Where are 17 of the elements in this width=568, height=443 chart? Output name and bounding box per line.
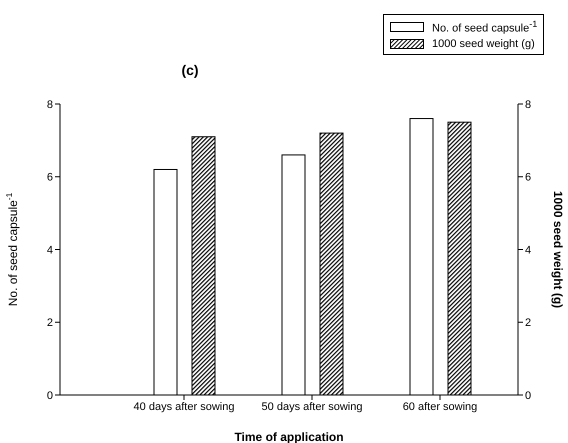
legend-label: 1000 seed weight (g) (432, 36, 535, 52)
y-tick-label: 8 (46, 98, 53, 111)
x-tick-label: 60 after sowing (402, 400, 478, 413)
legend-label: No. of seed capsule$^{-1}$ (432, 18, 538, 37)
y2-tick-label: 4 (525, 244, 532, 256)
y2-tick-label: 0 (525, 390, 532, 402)
x-tick-label: 50 days after sowing (262, 400, 362, 413)
y2-axis-title: 1000 seed weight (g) (551, 190, 565, 308)
x-tick-label: 40 days after sowing (134, 400, 234, 413)
y2-tick-label: 8 (525, 98, 532, 111)
y-tick-label: 0 (46, 390, 53, 402)
chart-title: (c) (180, 62, 200, 78)
y-tick-label: 4 (46, 244, 53, 256)
y2-tick-label: 6 (525, 172, 532, 184)
y2-tick-label: 2 (525, 317, 532, 330)
y-tick-label: 6 (46, 172, 53, 184)
y-tick-label: 2 (46, 317, 53, 330)
